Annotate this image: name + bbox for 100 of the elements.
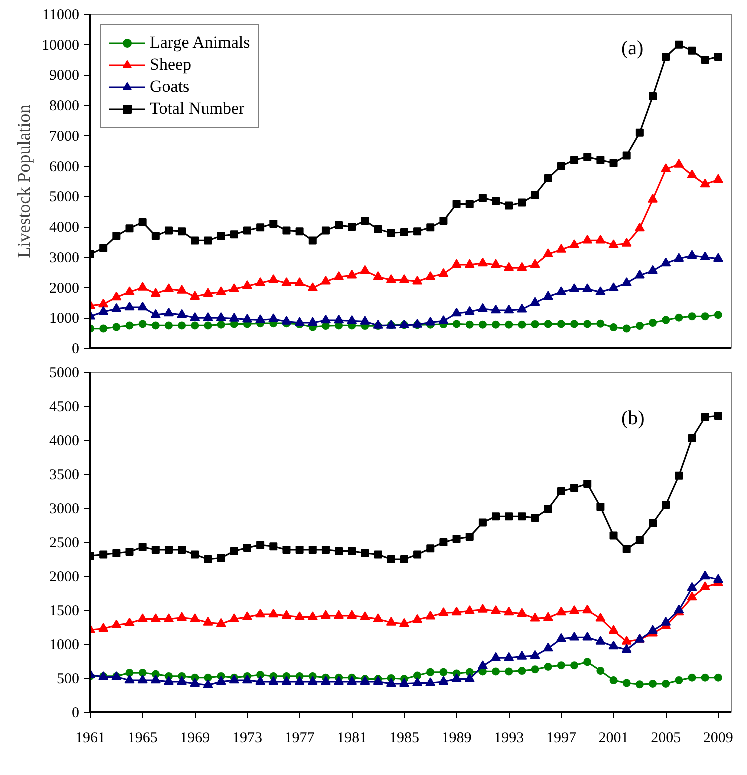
point	[360, 612, 370, 620]
point	[150, 288, 161, 297]
point	[464, 605, 475, 614]
point	[610, 676, 618, 685]
point	[491, 259, 502, 268]
point	[164, 226, 173, 235]
point	[112, 323, 121, 332]
annotation: (a)	[622, 38, 644, 60]
point	[268, 608, 279, 618]
point	[517, 608, 528, 617]
point	[294, 317, 305, 326]
point	[282, 226, 291, 235]
point	[386, 617, 396, 626]
point	[124, 618, 135, 627]
point	[270, 542, 278, 551]
point	[112, 303, 122, 312]
point	[414, 228, 422, 236]
point	[216, 312, 226, 322]
point	[570, 240, 580, 248]
point	[505, 202, 514, 210]
point	[622, 636, 632, 645]
point	[216, 618, 226, 628]
point	[636, 680, 644, 689]
point	[543, 248, 554, 258]
point	[256, 676, 266, 685]
point	[713, 574, 724, 583]
point	[426, 678, 436, 686]
point	[714, 311, 722, 320]
point	[164, 614, 174, 622]
point	[191, 550, 200, 559]
point	[582, 235, 593, 244]
point	[282, 546, 291, 554]
point	[412, 614, 423, 624]
point	[138, 674, 148, 684]
point	[452, 535, 461, 544]
point	[544, 505, 552, 514]
point	[662, 316, 670, 324]
point	[438, 315, 449, 324]
point	[204, 236, 212, 245]
point	[177, 285, 188, 294]
point	[714, 674, 722, 682]
point	[322, 546, 330, 554]
point	[701, 674, 710, 682]
point	[203, 617, 214, 626]
point	[282, 610, 292, 620]
point	[464, 673, 475, 682]
point	[464, 306, 475, 316]
point	[177, 676, 188, 685]
point	[570, 284, 580, 292]
point	[190, 614, 200, 622]
point	[700, 178, 710, 188]
point	[216, 286, 226, 296]
point	[504, 606, 514, 616]
point	[322, 226, 330, 235]
x-tick-label: 1997	[546, 730, 577, 746]
point	[610, 324, 618, 332]
point	[543, 291, 554, 300]
point	[243, 544, 252, 552]
legend-label: Goats	[150, 77, 190, 97]
x-tick-label: 1961	[76, 730, 106, 746]
point	[491, 605, 502, 614]
point	[414, 550, 422, 559]
point	[688, 46, 696, 55]
point	[596, 320, 605, 328]
point	[256, 314, 266, 324]
point	[478, 518, 487, 527]
point	[320, 314, 331, 324]
legend-label: Sheep	[150, 55, 192, 75]
point	[610, 159, 618, 168]
y-tick-label: 4500	[50, 400, 80, 416]
point	[112, 292, 122, 301]
point	[334, 271, 344, 280]
point	[399, 618, 410, 628]
y-tick-label: 2000	[50, 280, 80, 297]
point	[478, 303, 488, 312]
x-tick-label: 1993	[494, 730, 524, 746]
point	[399, 678, 410, 688]
point	[675, 676, 684, 685]
point	[675, 472, 684, 480]
point	[505, 512, 514, 521]
point	[138, 543, 147, 552]
point	[649, 519, 658, 528]
y-tick-label: 1500	[50, 604, 80, 620]
point	[596, 636, 606, 645]
point	[242, 314, 252, 323]
y-tick-label: 7000	[50, 128, 80, 145]
point	[582, 284, 593, 292]
point	[478, 194, 487, 202]
legend-label: Large Animals	[150, 33, 250, 53]
point	[387, 556, 396, 564]
point	[348, 223, 356, 232]
point	[308, 282, 318, 292]
point	[242, 280, 252, 290]
point	[243, 226, 252, 235]
point	[662, 680, 670, 688]
point	[492, 668, 500, 676]
point	[100, 244, 108, 252]
point	[674, 159, 684, 168]
point	[217, 554, 226, 562]
point	[608, 282, 619, 292]
